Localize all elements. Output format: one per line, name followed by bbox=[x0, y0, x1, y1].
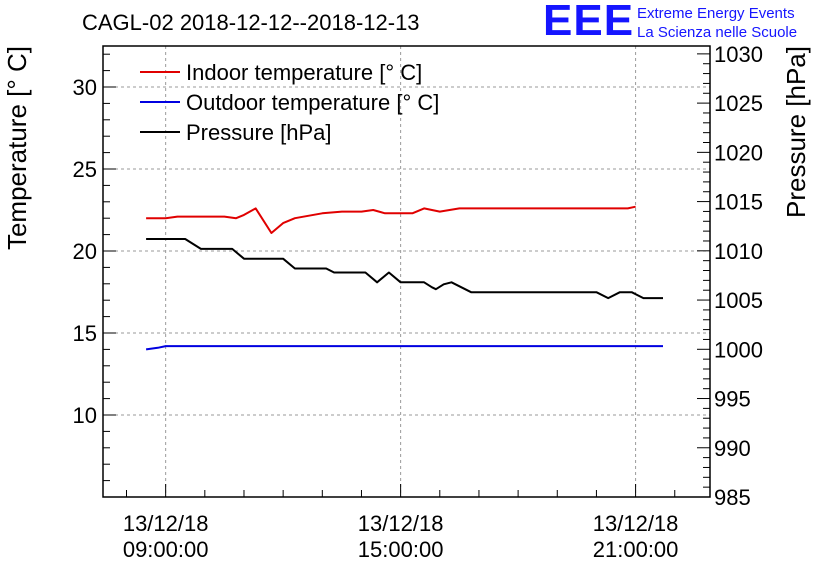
y-tick-label: 10 bbox=[73, 403, 97, 428]
y2-tick-label: 1000 bbox=[714, 337, 763, 362]
legend-label-1: Indoor temperature [° C] bbox=[186, 60, 422, 85]
y2-axis-title: Pressure [hPa] bbox=[781, 46, 811, 218]
y-axis-title: Temperature [° C] bbox=[2, 46, 32, 250]
y2-tick-label: 995 bbox=[714, 387, 751, 412]
y2-tick-label: 1020 bbox=[714, 140, 763, 165]
logo-letters: EEE bbox=[543, 0, 635, 45]
y2-tick-label: 1010 bbox=[714, 239, 763, 264]
series-line-3 bbox=[146, 238, 663, 300]
x-tick-time: 09:00:00 bbox=[123, 537, 209, 562]
x-tick-date: 13/12/18 bbox=[358, 511, 444, 536]
logo-line-1: Extreme Energy Events bbox=[637, 5, 795, 22]
legend-label-2: Outdoor temperature [° C] bbox=[186, 90, 439, 115]
y-tick-label: 20 bbox=[73, 239, 97, 264]
legend-label-3: Pressure [hPa] bbox=[186, 120, 332, 145]
y2-tick-label: 990 bbox=[714, 436, 751, 461]
y2-tick-label: 1005 bbox=[714, 288, 763, 313]
x-tick-date: 13/12/18 bbox=[123, 511, 209, 536]
y-tick-label: 30 bbox=[73, 75, 97, 100]
eee-logo: EEE Extreme Energy Events La Scienza nel… bbox=[543, 0, 833, 48]
y2-tick-label: 1030 bbox=[714, 42, 763, 67]
y2-tick-label: 1015 bbox=[714, 190, 763, 215]
x-tick-time: 15:00:00 bbox=[358, 537, 444, 562]
logo-line-2: La Scienza nelle Scuole bbox=[637, 24, 798, 41]
x-tick-time: 21:00:00 bbox=[593, 537, 679, 562]
y2-tick-label: 1025 bbox=[714, 91, 763, 116]
series-line-1 bbox=[146, 205, 636, 234]
chart-title: CAGL-02 2018-12-12--2018-12-13 bbox=[82, 10, 420, 35]
x-tick-date: 13/12/18 bbox=[593, 511, 679, 536]
y2-tick-label: 985 bbox=[714, 485, 751, 510]
y-tick-label: 25 bbox=[73, 157, 97, 182]
series-line-2 bbox=[145, 345, 663, 351]
plot-frame bbox=[102, 45, 711, 498]
y-tick-label: 15 bbox=[73, 321, 97, 346]
